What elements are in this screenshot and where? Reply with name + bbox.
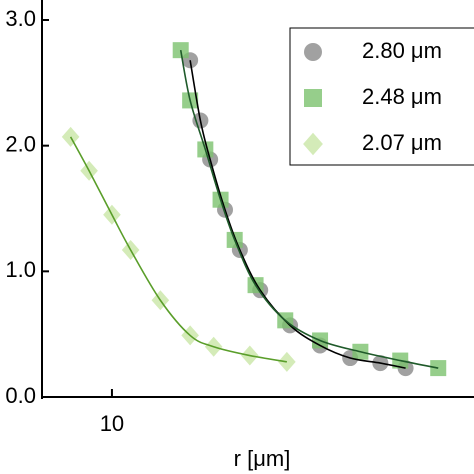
fit-line	[189, 60, 406, 369]
legend-label: 2.80 μm	[362, 38, 442, 63]
legend-label: 2.48 μm	[362, 84, 442, 109]
y-tick-label: 1.0	[5, 257, 36, 282]
fit-line	[69, 136, 287, 363]
x-axis-label: r [μm]	[234, 446, 291, 471]
point	[304, 43, 322, 61]
x-tick-label: 10	[100, 411, 124, 436]
y-tick-label: 0.0	[5, 383, 36, 408]
legend-label: 2.07 μm	[362, 130, 442, 155]
fit-line	[179, 50, 439, 369]
point	[304, 89, 322, 107]
point	[303, 132, 323, 156]
y-tick-label: 2.0	[5, 131, 36, 156]
y-tick-label: 3.0	[5, 6, 36, 31]
